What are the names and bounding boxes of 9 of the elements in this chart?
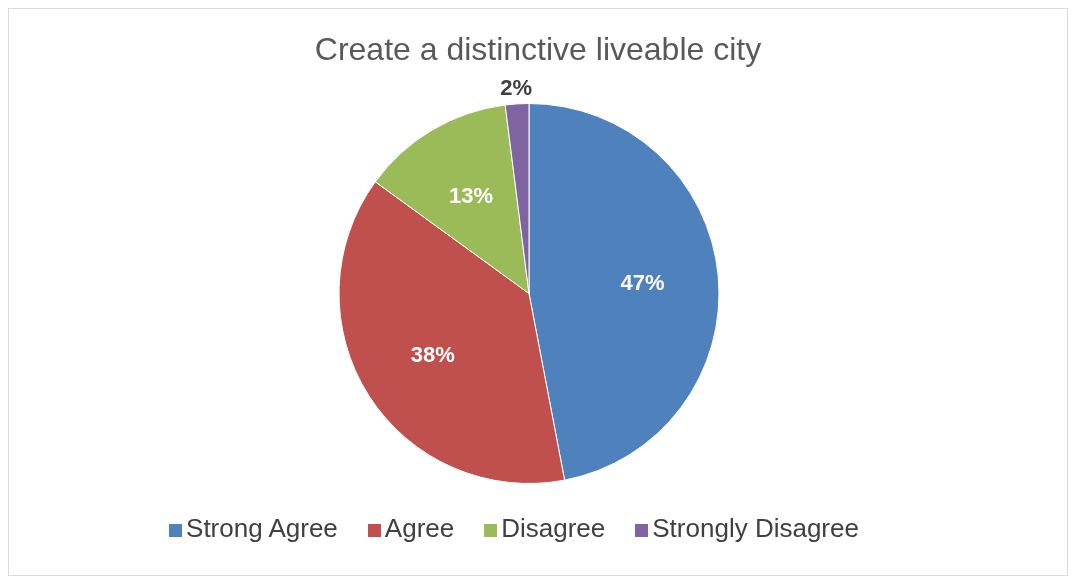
chart-title: Create a distinctive liveable city [313, 30, 763, 69]
data-label: 13% [448, 182, 493, 208]
data-label: 38% [410, 342, 455, 368]
legend-label: Strongly Disagree [652, 513, 859, 543]
data-label: 2% [500, 75, 532, 101]
data-label: 47% [620, 270, 665, 296]
legend-label: Agree [384, 513, 455, 543]
legend-label: Disagree [501, 513, 606, 543]
legend-label: Strong Agree [186, 513, 338, 543]
